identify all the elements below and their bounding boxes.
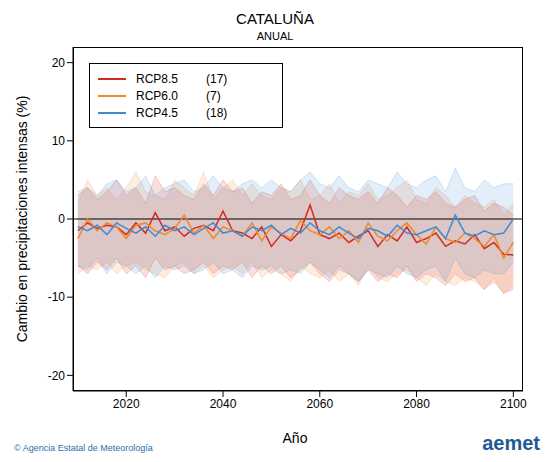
- html-text:© Agencia Estatal de Meteorolo: © Agencia Estatal de Meteorología: [14, 443, 153, 453]
- html-text:(17): (17): [206, 71, 228, 86]
- svg-text:20: 20: [52, 56, 66, 70]
- svg-text:-20: -20: [48, 369, 66, 383]
- svg-text:2020: 2020: [113, 397, 140, 411]
- svg-text:2060: 2060: [306, 397, 333, 411]
- html-text:Cambio en precipitaciones inte: Cambio en precipitaciones intensas (%): [14, 95, 30, 343]
- html-text:RCP8.5: RCP8.5: [136, 71, 178, 86]
- html-text:aemet: aemet: [482, 432, 540, 454]
- html-text:CATALUÑA: CATALUÑA: [236, 10, 314, 27]
- html-text:ANUAL: ANUAL: [256, 30, 294, 42]
- svg-text:2080: 2080: [403, 397, 430, 411]
- html-text:(18): (18): [206, 105, 228, 120]
- svg-text:10: 10: [52, 134, 66, 148]
- svg-text:2040: 2040: [210, 397, 237, 411]
- html-text:RCP6.0: RCP6.0: [136, 88, 178, 103]
- html-text:RCP4.5: RCP4.5: [136, 105, 178, 120]
- svg-text:-10: -10: [48, 290, 66, 304]
- html-text:(7): (7): [206, 88, 221, 103]
- svg-text:2100: 2100: [500, 397, 527, 411]
- html-text:Año: Año: [282, 430, 308, 446]
- svg-text:0: 0: [58, 212, 65, 226]
